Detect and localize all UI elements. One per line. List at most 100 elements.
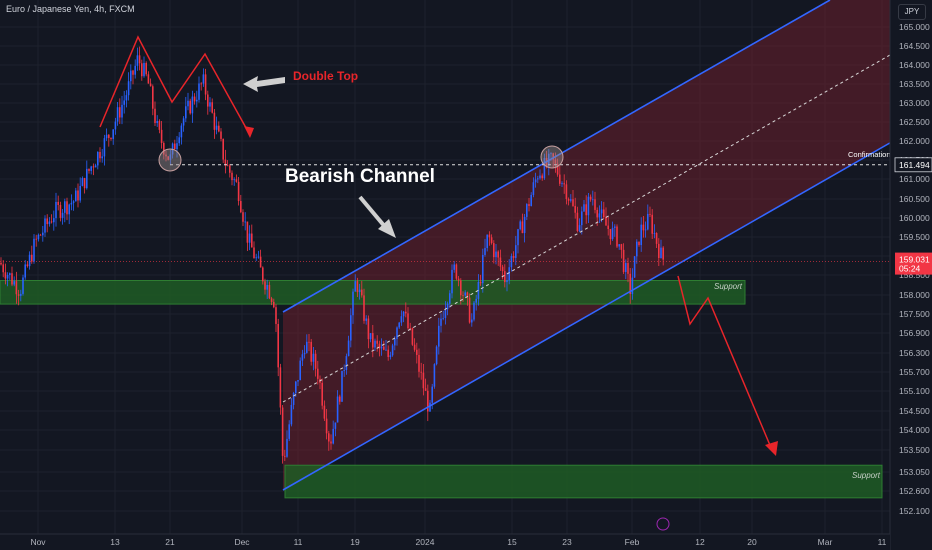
candle-body [350,315,352,341]
bearish-channel-pointer-head [378,219,396,238]
support-label-upper: Support [714,282,743,291]
candle-body [132,70,134,75]
candle-body [264,281,266,290]
candle-body [462,295,464,297]
candle-body [519,221,521,230]
candle-body [497,251,499,258]
candle-body [55,201,57,219]
candle-body [167,156,169,160]
candle-body [376,340,378,344]
candle-body [299,360,301,381]
candle-body [191,96,194,114]
candle-body [402,311,405,317]
candle-body [394,338,396,346]
candle-body [387,349,389,358]
time-tick-label: 2024 [416,537,435,547]
candle-body [75,190,77,202]
currency-button[interactable]: JPY [898,4,926,20]
candle-body [196,99,198,102]
candle-body [130,70,132,82]
candle-body [499,257,502,267]
candle-body [482,254,484,284]
candle-body [295,381,297,393]
candle-body [328,433,330,442]
candle-body [119,107,121,118]
candle-body [88,168,90,171]
candle-body [136,55,139,66]
candle-body [609,229,612,240]
confirmation-price-badge [894,157,932,173]
candle-body [240,201,242,213]
time-tick-label: 15 [507,537,517,547]
candle-body [552,153,554,160]
candle-body [572,199,574,206]
candle-body [506,280,508,283]
candle-body [638,241,640,246]
candle-body [233,179,235,181]
projection-arrowhead [765,441,778,456]
candle-body [427,390,429,412]
candle-body [526,204,528,217]
candle-body [308,341,310,343]
channel-top-circle [540,145,564,169]
candle-body [185,106,187,119]
double-top-zigzag [99,35,251,136]
candle-body [391,345,394,356]
candle-body [202,74,205,84]
candle-body [33,238,35,262]
price-tick-label: 162.500 [899,117,930,127]
candle-body [488,234,491,238]
price-tick-label: 161.000 [899,174,930,184]
candle-body [644,229,647,231]
time-tick-label: 20 [747,537,757,547]
candle-body [255,257,257,259]
candle-body [424,388,427,391]
candle-body [229,165,231,173]
candle-body [301,354,304,361]
candle-body [323,405,326,419]
candle-body [517,229,519,246]
candle-body [200,83,202,85]
candle-body [662,247,664,260]
time-axis[interactable]: Nov 13 21 Dec 11 19 2024 15 23 Feb 12 20 Mar 11 [0,533,890,550]
candle-body [453,264,455,270]
price-tick-label: 153.050 [899,467,930,477]
candle-body [422,372,425,389]
candle-body [101,156,103,159]
candle-body [583,204,585,212]
candle-body [530,194,532,207]
projection-path [677,275,773,451]
candle-body [361,289,363,296]
candle-body [468,297,471,323]
candle-body [490,237,493,244]
candle-body [493,243,495,258]
price-axis[interactable]: 165.000 164.500 164.000 163.500 163.000 162.5… [889,0,932,550]
candle-body [0,262,2,265]
candle-body [642,224,645,231]
candle-body [46,218,48,225]
candle-body [193,96,196,102]
candle-body [358,289,361,293]
price-tick-label: 159.500 [899,232,930,242]
candle-body [570,199,572,201]
candle-body [521,221,524,234]
candle-body [97,151,99,166]
candle-body [303,352,306,355]
time-tick-label: Mar [818,537,833,547]
candle-body [334,422,337,429]
candle-body [123,100,125,105]
candle-body [220,131,222,139]
candle-body [237,181,240,202]
candle-body [508,267,510,281]
candle-body [279,367,282,408]
candle-body [486,234,488,249]
time-tick-label: Feb [625,537,640,547]
time-tick-label: 23 [562,537,572,547]
candle-body [510,256,513,268]
candle-body [541,175,543,179]
candle-body [627,263,629,274]
candle-body [163,142,165,155]
candle-body [651,214,653,234]
candle-body [284,455,286,457]
